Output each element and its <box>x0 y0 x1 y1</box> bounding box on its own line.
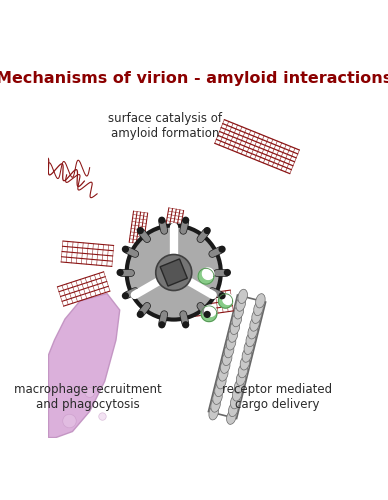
Ellipse shape <box>250 317 259 331</box>
Ellipse shape <box>228 328 238 342</box>
Circle shape <box>218 246 226 253</box>
Ellipse shape <box>224 344 234 358</box>
Circle shape <box>182 321 189 328</box>
Ellipse shape <box>248 324 257 339</box>
Text: macrophage recruitment
and phagocytosis: macrophage recruitment and phagocytosis <box>14 382 162 410</box>
Polygon shape <box>201 306 217 322</box>
Circle shape <box>63 414 76 428</box>
Text: receptor mediated
cargo delivery: receptor mediated cargo delivery <box>222 382 332 410</box>
Circle shape <box>158 321 165 328</box>
Ellipse shape <box>217 374 226 389</box>
Ellipse shape <box>252 309 261 324</box>
Circle shape <box>125 224 223 322</box>
Ellipse shape <box>230 320 240 334</box>
Ellipse shape <box>236 297 246 311</box>
Circle shape <box>116 269 124 276</box>
Circle shape <box>156 254 192 290</box>
Circle shape <box>204 311 211 318</box>
Text: Mechanisms of virion - amyloid interactions: Mechanisms of virion - amyloid interacti… <box>0 70 388 86</box>
Ellipse shape <box>242 348 252 362</box>
Circle shape <box>85 388 95 398</box>
Polygon shape <box>205 305 216 316</box>
Ellipse shape <box>218 367 228 381</box>
Circle shape <box>137 311 144 318</box>
Ellipse shape <box>254 302 263 316</box>
Ellipse shape <box>232 387 242 401</box>
Polygon shape <box>48 294 120 438</box>
Circle shape <box>204 227 211 234</box>
Circle shape <box>99 413 106 420</box>
Circle shape <box>218 292 226 300</box>
Ellipse shape <box>244 340 254 354</box>
Ellipse shape <box>209 406 218 420</box>
Ellipse shape <box>229 402 238 416</box>
Ellipse shape <box>234 379 244 394</box>
Ellipse shape <box>230 394 240 409</box>
Polygon shape <box>198 268 214 284</box>
Circle shape <box>158 216 165 224</box>
Polygon shape <box>160 259 187 286</box>
Ellipse shape <box>256 294 265 308</box>
Ellipse shape <box>213 390 222 404</box>
Circle shape <box>137 227 144 234</box>
Ellipse shape <box>227 410 236 424</box>
Circle shape <box>122 246 129 253</box>
Ellipse shape <box>215 382 224 396</box>
Circle shape <box>224 269 231 276</box>
Polygon shape <box>218 294 233 308</box>
Ellipse shape <box>211 398 220 412</box>
Ellipse shape <box>238 289 248 304</box>
Ellipse shape <box>236 372 246 386</box>
Ellipse shape <box>232 312 242 327</box>
Ellipse shape <box>246 332 255 346</box>
Ellipse shape <box>220 359 230 374</box>
Polygon shape <box>223 294 233 304</box>
Ellipse shape <box>240 356 250 370</box>
Circle shape <box>129 228 219 318</box>
Polygon shape <box>203 268 214 280</box>
Circle shape <box>182 216 189 224</box>
Text: surface catalysis of
amyloid formation: surface catalysis of amyloid formation <box>108 112 222 140</box>
Ellipse shape <box>222 352 232 366</box>
Ellipse shape <box>234 305 244 319</box>
Circle shape <box>122 292 129 300</box>
Ellipse shape <box>238 364 248 378</box>
Ellipse shape <box>226 336 236 350</box>
